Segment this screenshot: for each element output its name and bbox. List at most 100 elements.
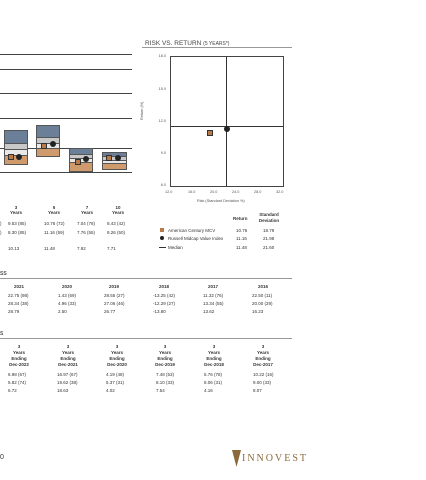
- roll-cell-0-0: 6.98 (67): [8, 372, 27, 377]
- roll-cell-0-5: 10.22 (16): [253, 372, 274, 377]
- cal-cell-1-1: 4.96 (33): [58, 301, 77, 306]
- legend-median-sd: 21.60: [263, 245, 275, 250]
- y-tick-1: 15.0: [158, 87, 166, 91]
- bar-5yr: [36, 125, 60, 163]
- period-cell-0-2: 7.04 (78): [77, 221, 96, 226]
- legend-index-name: Russell Midcap Value Index: [168, 236, 224, 241]
- roll-cell-1-4: 8.06 (31): [204, 380, 223, 385]
- year-2018: 2018: [159, 284, 170, 289]
- y-tick-4: 6.0: [160, 183, 166, 187]
- bar4-fund-marker: [106, 155, 112, 161]
- roll-header-5: 3 Years Ending Dec-2017: [253, 344, 273, 367]
- median-vline: [226, 57, 227, 186]
- roll-header-0: 3 Years Ending Dec-2022: [9, 344, 29, 367]
- cal-cell-0-2: 28.55 (27): [104, 293, 125, 298]
- y-axis-label: Return (%): [140, 101, 144, 120]
- year-2020: 2020: [62, 284, 73, 289]
- roll-cell-1-2: 5.37 (31): [106, 380, 125, 385]
- page-number: 0: [0, 454, 4, 461]
- roll-cell-0-4: 5.76 (78): [204, 372, 223, 377]
- x-tick-4: 28.0: [254, 190, 262, 194]
- bar3-index-marker: [83, 156, 89, 162]
- cal-cell-2-3: -13.80: [153, 309, 166, 314]
- roll-cell-0-3: 7.48 (53): [156, 372, 175, 377]
- period-cell-1-2: 7.76 (55): [77, 230, 96, 235]
- risk-return-title: RISK VS. RETURN (5 YEARS*): [145, 40, 230, 47]
- legend-header-sd: Standard Deviation: [258, 212, 280, 223]
- roll-cell-2-4: 4.16: [204, 388, 213, 393]
- rolling-rule: [0, 338, 292, 339]
- cal-cell-2-0: 28.79: [8, 309, 20, 314]
- x-tick-1: 16.0: [188, 190, 196, 194]
- cal-cell-0-5: 22.50 (11): [252, 293, 273, 298]
- bar2-index-marker: [50, 141, 56, 147]
- year-2019: 2019: [109, 284, 120, 289]
- year-2017: 2017: [208, 284, 219, 289]
- roll-cell-2-0: 6.72: [8, 388, 17, 393]
- cal-cell-2-2: 26.77: [104, 309, 116, 314]
- x-tick-2: 20.0: [210, 190, 218, 194]
- bar1-fund-marker: [8, 154, 14, 160]
- roll-header-4: 3 Years Ending Dec-2018: [204, 344, 224, 367]
- y-tick-2: 12.0: [158, 119, 166, 123]
- period-cell-2-1: 11.48: [44, 246, 55, 251]
- cal-cell-1-4: 13.34 (55): [203, 301, 224, 306]
- legend-fund-return: 10.76: [236, 228, 248, 233]
- legend-index-sd: 21.98: [263, 236, 275, 241]
- risk-title-rule: [142, 47, 292, 48]
- legend-median-swatch: [159, 247, 166, 248]
- cal-cell-0-3: -13.25 (42): [153, 293, 176, 298]
- rolling-section-title: S: [0, 331, 4, 337]
- period-cell-2-2: 7.92: [77, 246, 86, 251]
- bar2-fund-marker: [41, 143, 47, 149]
- period-header-2: 7 Years: [80, 205, 93, 215]
- roll-cell-2-3: 7.54: [156, 388, 165, 393]
- roll-header-2: 3 Years Ending Dec-2020: [107, 344, 127, 367]
- x-tick-0: 12.0: [165, 190, 173, 194]
- roll-cell-1-3: 8.10 (33): [156, 380, 175, 385]
- year-2021: 2021: [14, 284, 25, 289]
- period-cell-1-3: 8.26 (50): [107, 230, 126, 235]
- cal-cell-0-1: 1.43 (69): [58, 293, 77, 298]
- cal-cell-1-0: 28.34 (38): [8, 301, 29, 306]
- x-tick-3: 24.0: [232, 190, 240, 194]
- roll-cell-0-2: 4.19 (48): [106, 372, 125, 377]
- period-header-0: 3 Years: [9, 205, 22, 215]
- legend-median-name: Median: [168, 245, 183, 250]
- roll-cell-1-5: 9.00 (33): [253, 380, 272, 385]
- scatter-plot: [170, 56, 284, 187]
- legend-index-return: 11.16: [236, 236, 247, 241]
- cal-cell-0-4: 11.32 (76): [203, 293, 224, 298]
- calendar-rule: [0, 278, 292, 279]
- roll-header-3: 3 Years Ending Dec-2019: [155, 344, 175, 367]
- roll-cell-0-1: 16.97 (67): [57, 372, 78, 377]
- bar1-index-marker: [16, 154, 22, 160]
- period-cell-1-1: 11.16 (59): [44, 230, 65, 235]
- roll-cell-1-0: 5.82 (74): [8, 380, 27, 385]
- scatter-index-point: [224, 126, 230, 132]
- y-tick-3: 9.0: [160, 151, 166, 155]
- bar-7yr: [69, 148, 93, 174]
- roll-cell-2-1: 18.63: [57, 388, 69, 393]
- cal-cell-1-2: 27.06 (46): [104, 301, 125, 306]
- period-header-1: 5 Years: [47, 205, 60, 215]
- period-cell-2-0: 10.13: [8, 246, 20, 251]
- cal-cell-0-0: 22.75 (98): [8, 293, 29, 298]
- year-2016: 2016: [258, 284, 269, 289]
- period-cell-0-3: 8.43 (42): [107, 221, 126, 226]
- period-cell-0-1: 10.76 (72): [44, 221, 65, 226]
- period-header-3: 10 Years: [111, 205, 124, 215]
- scatter-fund-point: [207, 130, 213, 136]
- legend-fund-name: American Century MCV: [168, 228, 216, 233]
- calendar-section-title: SS: [0, 271, 7, 277]
- period-cell-0-0: 9.53 (85): [8, 221, 27, 226]
- brand-name: INNOVEST: [242, 453, 308, 464]
- bar-10yr: [102, 152, 127, 172]
- cal-cell-1-5: 20.00 (29): [252, 301, 273, 306]
- period-row-1: ): [0, 230, 2, 235]
- roll-cell-1-1: 19.62 (38): [57, 380, 78, 385]
- cal-cell-1-3: -12.29 (27): [153, 301, 176, 306]
- period-cell-2-3: 7.71: [107, 246, 116, 251]
- legend-index-swatch: [160, 236, 164, 240]
- period-cell-1-0: 8.30 (85): [8, 230, 27, 235]
